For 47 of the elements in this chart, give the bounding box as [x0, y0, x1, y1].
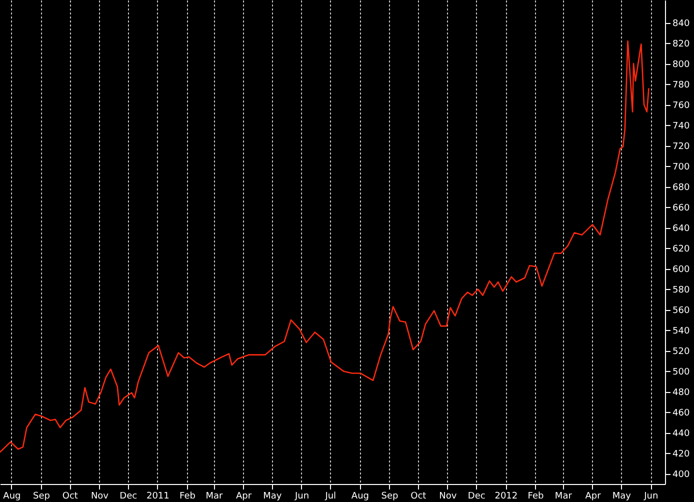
x-tick-label: Aug	[3, 492, 21, 502]
x-tick-label: Jun	[643, 492, 658, 502]
y-tick-label: 760	[672, 101, 690, 112]
y-tick-label: 440	[672, 429, 690, 440]
x-tick-label: May	[612, 492, 632, 502]
y-tick-label: 620	[672, 244, 690, 255]
y-tick-label: 460	[672, 408, 690, 419]
y-tick-label: 640	[672, 224, 690, 234]
x-tick-label: Apr	[585, 492, 602, 502]
x-tick-label: Mar	[206, 492, 224, 502]
y-tick-label: 580	[672, 286, 690, 296]
y-tick-label: 400	[672, 470, 690, 480]
line-series	[0, 40, 650, 453]
y-tick-label: 680	[672, 183, 690, 194]
y-tick-label: 540	[672, 326, 690, 337]
y-tick-label: 500	[672, 368, 690, 378]
x-tick-label: Oct	[62, 492, 78, 502]
x-tick-label: Sep	[33, 492, 50, 502]
x-tick-label: Feb	[180, 492, 196, 502]
y-tick-label: 520	[672, 347, 690, 358]
x-tick-label: Nov	[90, 492, 110, 502]
y-tick-label: 720	[672, 142, 690, 152]
x-tick-label: Dec	[120, 492, 138, 502]
x-tick-label: Mar	[554, 492, 572, 502]
x-tick-label: Sep	[381, 492, 399, 502]
x-tick-label: Nov	[439, 492, 458, 502]
y-tick-label: 480	[672, 388, 690, 398]
y-tick-label: 800	[672, 60, 690, 70]
x-tick-label: Feb	[528, 492, 544, 502]
x-tick-label: Oct	[410, 492, 427, 502]
y-tick-label: 840	[672, 19, 690, 30]
y-tick-label: 700	[672, 162, 690, 173]
x-tick-label: Apr	[236, 492, 252, 502]
x-tick-label: May	[263, 492, 282, 502]
y-tick-label: 820	[672, 40, 690, 50]
x-tick-label: 2011	[146, 492, 170, 502]
x-tick-label: Dec	[468, 492, 486, 502]
y-tick-label: 780	[672, 80, 690, 91]
x-tick-label: Aug	[351, 492, 369, 502]
y-tick-label: 420	[672, 450, 690, 460]
y-tick-label: 600	[672, 265, 690, 276]
y-tick-label: 560	[672, 306, 690, 316]
y-tick-label: 660	[672, 204, 690, 214]
x-tick-label: 2012	[494, 492, 518, 502]
x-tick-label: Jul	[324, 492, 336, 502]
x-tick-label: Jun	[294, 492, 310, 502]
y-tick-label: 740	[672, 122, 690, 132]
